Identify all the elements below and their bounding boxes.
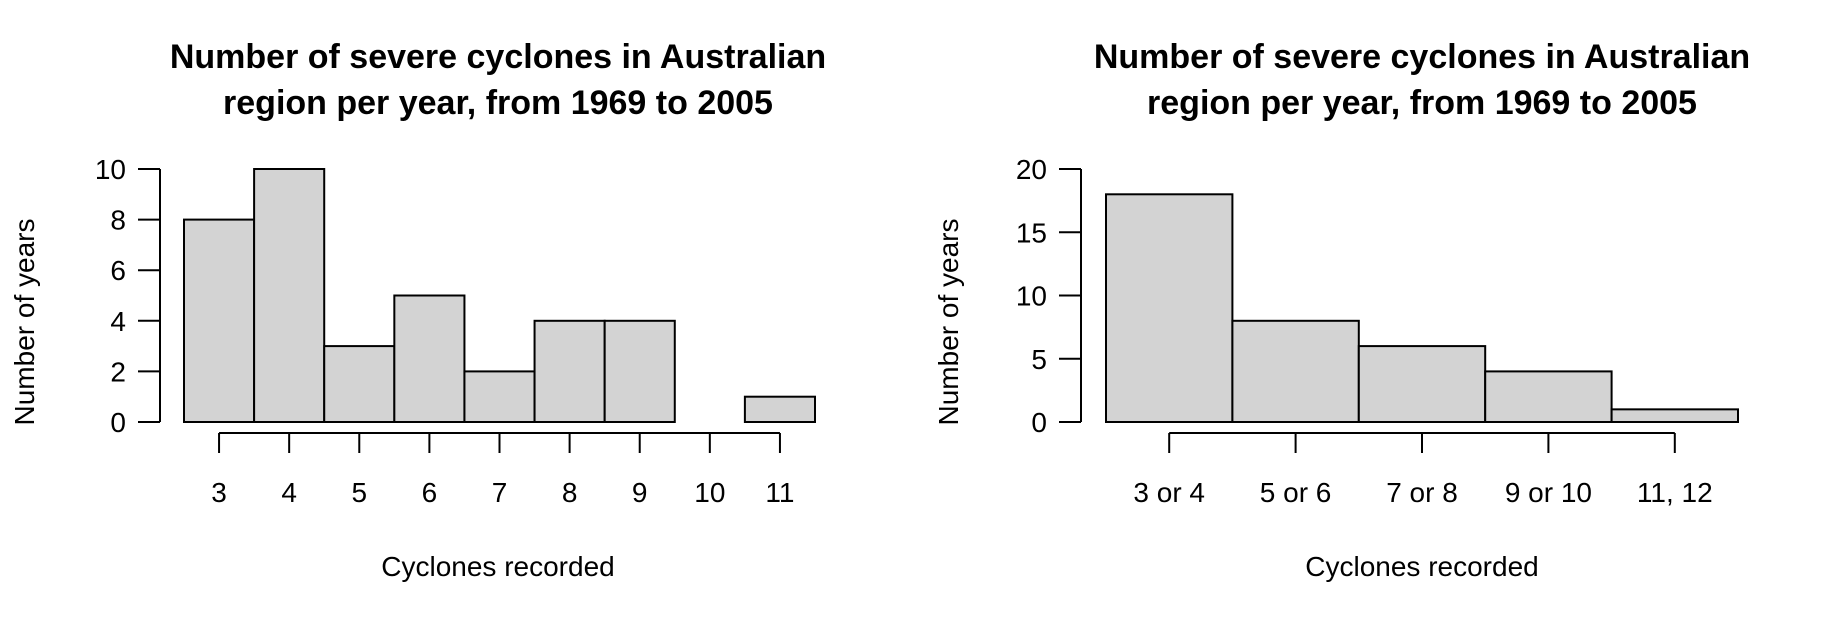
bar-6 (603, 319, 676, 423)
y-tick-label-1: 5 (1031, 344, 1047, 375)
y-tick-label-3: 6 (110, 255, 126, 286)
bar-5 (533, 319, 606, 423)
axes-group: 0 5 10 15 20 3 or 4 5 or 6 7 or 8 9 or 10 11, 12 (1016, 154, 1713, 508)
bars-group (183, 168, 817, 424)
x-tick-label-4: 11, 12 (1637, 477, 1713, 508)
y-tick-label-2: 4 (110, 306, 126, 337)
x-tick-label-2: 5 (351, 477, 367, 508)
y-tick-label-4: 20 (1016, 154, 1047, 185)
bar-3 (1484, 370, 1613, 423)
bar-3 (393, 294, 466, 423)
bar-0 (1105, 193, 1234, 423)
y-axis-label: Number of years (9, 219, 40, 426)
x-tick-label-3: 9 or 10 (1505, 477, 1592, 508)
y-tick-label-0: 0 (110, 407, 126, 438)
bar-1 (1231, 319, 1360, 423)
y-tick-label-4: 8 (110, 205, 126, 236)
bar-0 (183, 218, 256, 423)
y-tick-label-3: 15 (1016, 217, 1047, 248)
bar-4 (1610, 408, 1739, 424)
chart-title-line-2: region per year, from 1969 to 2005 (1147, 84, 1697, 122)
x-axis-label: Cyclones recorded (381, 551, 614, 582)
histogram-single-counts: Number of severe cyclones in Australian … (9, 38, 826, 582)
y-tick-label-2: 10 (1016, 281, 1047, 312)
x-tick-label-8: 11 (765, 477, 794, 508)
x-tick-label-7: 10 (694, 477, 725, 508)
y-axis-label: Number of years (933, 219, 964, 426)
axes-group: 0 2 4 6 8 10 3 4 5 6 7 8 9 10 11 (95, 154, 795, 508)
bar-8 (743, 395, 817, 424)
x-tick-label-1: 5 or 6 (1260, 477, 1332, 508)
chart-title-line-1: Number of severe cyclones in Australian (170, 38, 826, 76)
x-tick-label-2: 7 or 8 (1386, 477, 1458, 508)
chart-title-line-1: Number of severe cyclones in Australian (1094, 38, 1750, 76)
x-tick-label-6: 9 (632, 477, 648, 508)
chart-title-line-2: region per year, from 1969 to 2005 (223, 84, 773, 122)
y-tick-label-5: 10 (95, 154, 126, 185)
x-tick-label-5: 8 (562, 477, 578, 508)
bar-2 (323, 345, 396, 424)
x-tick-label-1: 4 (281, 477, 297, 508)
x-axis-label: Cyclones recorded (1305, 551, 1538, 582)
x-tick-label-3: 6 (422, 477, 438, 508)
bar-4 (463, 370, 536, 423)
bar-1 (253, 168, 326, 423)
histogram-paired-counts: Number of severe cyclones in Australian … (933, 38, 1750, 582)
x-tick-label-0: 3 or 4 (1133, 477, 1205, 508)
bar-2 (1357, 345, 1487, 424)
y-tick-label-1: 2 (110, 356, 126, 387)
bars-group (1105, 193, 1739, 424)
x-tick-label-0: 3 (211, 477, 227, 508)
x-tick-label-4: 7 (492, 477, 508, 508)
y-tick-label-0: 0 (1031, 407, 1047, 438)
